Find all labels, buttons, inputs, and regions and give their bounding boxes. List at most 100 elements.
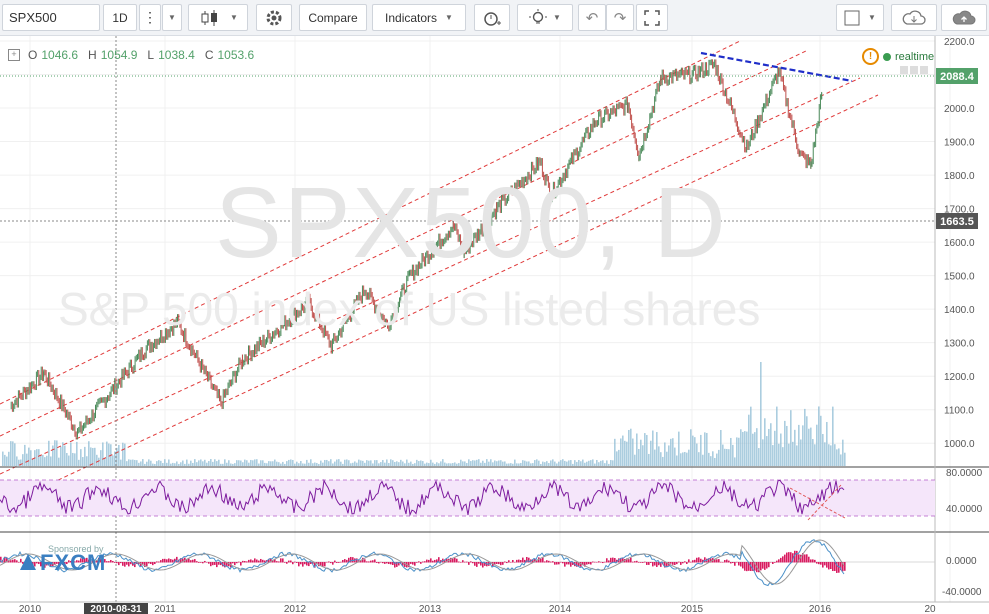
volume-bar	[148, 459, 150, 466]
alert-button[interactable]	[474, 4, 510, 31]
volume-bar	[404, 463, 406, 466]
macd-hist-bar	[738, 562, 740, 566]
fullscreen-button[interactable]	[636, 4, 668, 31]
layout-button[interactable]: ▼	[836, 4, 884, 31]
volume-bar	[78, 459, 80, 466]
volume-bar	[524, 460, 526, 466]
volume-bar	[32, 459, 34, 466]
volume-bar	[8, 451, 10, 466]
time-tick: 2016	[809, 604, 832, 614]
price-tick: 1800.0	[944, 171, 975, 182]
volume-bar	[232, 463, 234, 466]
collapse-legend-icon[interactable]: +	[8, 49, 20, 61]
volume-bar	[572, 463, 574, 466]
volume-bar	[714, 457, 716, 466]
idea-button[interactable]: ▼	[517, 4, 573, 31]
volume-bar	[492, 462, 494, 466]
macd-hist-bar	[722, 561, 724, 563]
macd-hist-bar	[176, 556, 178, 563]
realtime-status[interactable]: ! realtime	[862, 48, 934, 65]
macd-hist-bar	[472, 562, 474, 564]
watermark-title: SPX500, D	[215, 167, 728, 279]
cloud-upload-button[interactable]	[941, 4, 987, 31]
volume-bar	[354, 461, 356, 466]
price-axis: 2200.02100.02000.01900.01800.01700.01600…	[944, 37, 975, 450]
macd-hist-bar	[318, 562, 320, 567]
crosshair-price-value: 1663.5	[940, 216, 974, 228]
macd-hist-bar	[562, 562, 564, 564]
undo-icon[interactable]: ↶	[578, 4, 606, 31]
volume-bar	[268, 461, 270, 466]
volume-bar	[460, 459, 462, 466]
volume-bar	[622, 435, 624, 466]
more-icon[interactable]: ⋮	[139, 4, 161, 31]
cloud-save-button[interactable]	[891, 4, 937, 31]
volume-bar	[26, 453, 28, 466]
volume-bar	[754, 432, 756, 466]
macd-hist-bar	[822, 562, 824, 568]
volume-bar	[366, 460, 368, 466]
macd-hist-bar	[204, 560, 206, 563]
volume-bar	[542, 461, 544, 466]
volume-bar	[558, 461, 560, 466]
volume-bar	[734, 457, 736, 466]
macd-hist-bar	[446, 558, 448, 563]
macd-hist-bar	[88, 559, 90, 563]
macd-hist-bar	[386, 562, 388, 564]
volume-bar	[494, 460, 496, 466]
volume-bar	[842, 439, 844, 466]
volume-bar	[74, 453, 76, 466]
volume-bar	[18, 459, 20, 466]
volume-bar	[528, 461, 530, 466]
volume-bar	[400, 459, 402, 466]
volume-bar	[182, 460, 184, 466]
macd-hist-bar	[322, 562, 324, 567]
chevron-down-icon[interactable]: ▼	[162, 4, 182, 31]
volume-bar	[608, 463, 610, 466]
macd-hist-bar	[680, 562, 682, 565]
compare-button[interactable]: Compare	[299, 4, 367, 31]
redo-icon[interactable]: ↷	[606, 4, 634, 31]
warning-icon[interactable]: !	[862, 48, 879, 65]
toolbar: SPX500 1D ⋮ ▼ ▼ Compare Indicators ▼ ▼ ↶ …	[0, 0, 989, 36]
macd-hist-bar	[504, 561, 506, 563]
volume-bar	[314, 462, 316, 466]
macd-hist-bar	[362, 557, 364, 563]
macd-hist-bar	[396, 562, 398, 567]
macd-hist-bar	[550, 561, 552, 563]
macd-hist-bar	[702, 559, 704, 563]
macd-hist-bar	[236, 562, 238, 564]
volume-bar	[482, 460, 484, 466]
volume-bar	[692, 435, 694, 466]
settings-button[interactable]	[256, 4, 292, 31]
volume-bar	[114, 451, 116, 466]
macd-hist-bar	[586, 562, 588, 565]
volume-bar	[370, 460, 372, 466]
indicators-button[interactable]: Indicators ▼	[372, 4, 466, 31]
volume-bar	[756, 428, 758, 466]
macd-hist-bar	[152, 562, 154, 566]
macd-hist-bar	[588, 562, 590, 565]
high-label: H	[88, 48, 97, 62]
macd-hist-bar	[308, 562, 310, 567]
macd-hist-bar	[272, 560, 274, 563]
macd-hist-bar	[450, 557, 452, 563]
volume-bar	[478, 459, 480, 466]
volume-bars	[2, 362, 846, 466]
chart-type-button[interactable]: ▼	[188, 4, 248, 31]
volume-bar	[108, 443, 110, 466]
macd-hist-bar	[548, 560, 550, 563]
macd-hist-bar	[694, 559, 696, 563]
volume-bar	[428, 463, 430, 466]
macd-hist-bar	[654, 562, 656, 566]
high-value: 1054.9	[100, 48, 138, 62]
macd-tick: 0.0000	[946, 556, 977, 567]
macd-hist-bar	[336, 562, 338, 563]
volume-bar	[792, 441, 794, 466]
volume-bar	[552, 459, 554, 466]
symbol-search-input[interactable]: SPX500	[2, 4, 100, 31]
interval-button[interactable]: 1D	[103, 4, 137, 31]
macd-hist-bar	[328, 561, 330, 563]
macd-hist-bar	[50, 562, 52, 567]
